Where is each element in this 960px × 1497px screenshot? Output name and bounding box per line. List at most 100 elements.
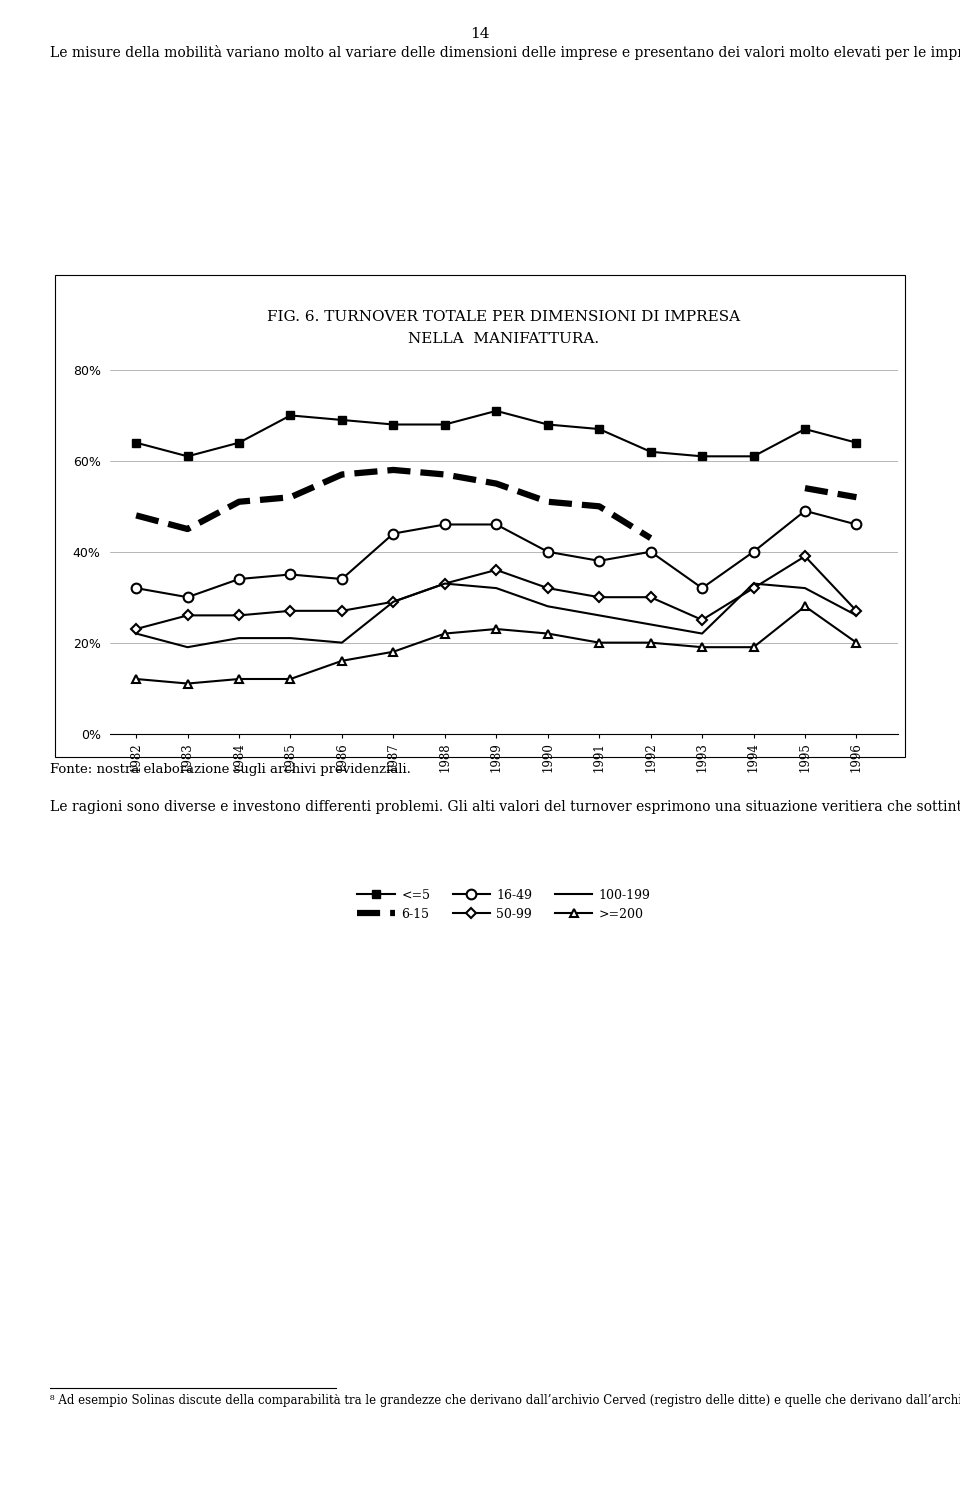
16-49: [491, 515, 502, 533]
6-15: [645, 528, 657, 546]
100-199: [439, 575, 450, 593]
>=200: [336, 651, 348, 669]
16-49: [388, 524, 399, 542]
>=200: [851, 633, 862, 651]
16-49: [285, 566, 297, 584]
100-199: [285, 629, 297, 647]
16-49: [800, 501, 811, 519]
>=200: [800, 597, 811, 615]
16-49: [542, 543, 554, 561]
>=200: [593, 633, 605, 651]
<=5: [748, 448, 759, 466]
16-49: [645, 543, 657, 561]
50-99: [131, 620, 142, 638]
Legend: <=5, 6-15, 16-49, 50-99, 100-199, >=200: <=5, 6-15, 16-49, 50-99, 100-199, >=200: [352, 883, 656, 925]
>=200: [181, 675, 193, 693]
>=200: [131, 671, 142, 689]
<=5: [336, 412, 348, 430]
16-49: [336, 570, 348, 588]
<=5: [800, 421, 811, 439]
50-99: [800, 548, 811, 566]
>=200: [439, 624, 450, 642]
<=5: [439, 416, 450, 434]
50-99: [593, 588, 605, 606]
6-15: [542, 493, 554, 510]
>=200: [696, 638, 708, 656]
50-99: [696, 611, 708, 629]
<=5: [233, 434, 245, 452]
Line: 50-99: 50-99: [132, 552, 860, 633]
6-15: [439, 466, 450, 484]
50-99: [748, 579, 759, 597]
50-99: [491, 561, 502, 579]
>=200: [233, 671, 245, 689]
100-199: [233, 629, 245, 647]
6-15: [285, 488, 297, 506]
16-49: [233, 570, 245, 588]
100-199: [645, 615, 657, 633]
<=5: [542, 416, 554, 434]
6-15: [233, 493, 245, 510]
16-49: [181, 588, 193, 606]
50-99: [542, 579, 554, 597]
>=200: [491, 620, 502, 638]
Line: <=5: <=5: [132, 407, 860, 460]
50-99: [181, 606, 193, 624]
16-49: [748, 543, 759, 561]
100-199: [181, 638, 193, 656]
<=5: [593, 421, 605, 439]
Text: 14: 14: [470, 27, 490, 40]
16-49: [851, 515, 862, 533]
100-199: [748, 575, 759, 593]
Text: Fonte: nostra elaborazione sugli archivi previdenziali.: Fonte: nostra elaborazione sugli archivi…: [50, 763, 411, 777]
Line: 100-199: 100-199: [136, 584, 856, 647]
100-199: [336, 633, 348, 651]
6-15: [593, 497, 605, 515]
50-99: [285, 602, 297, 620]
50-99: [388, 593, 399, 611]
Text: NELLA  MANIFATTURA.: NELLA MANIFATTURA.: [408, 332, 600, 346]
Line: 6-15: 6-15: [136, 470, 651, 537]
>=200: [388, 642, 399, 660]
50-99: [645, 588, 657, 606]
16-49: [131, 579, 142, 597]
50-99: [336, 602, 348, 620]
50-99: [233, 606, 245, 624]
>=200: [285, 671, 297, 689]
<=5: [388, 416, 399, 434]
100-199: [593, 606, 605, 624]
>=200: [748, 638, 759, 656]
<=5: [285, 406, 297, 425]
6-15: [491, 475, 502, 493]
6-15: [388, 461, 399, 479]
>=200: [542, 624, 554, 642]
Line: >=200: >=200: [132, 602, 860, 687]
16-49: [439, 515, 450, 533]
<=5: [131, 434, 142, 452]
100-199: [491, 579, 502, 597]
<=5: [491, 401, 502, 419]
Text: ⁸ Ad esempio Solinas discute della comparabilità tra le grandezze che derivano d: ⁸ Ad esempio Solinas discute della compa…: [50, 1394, 960, 1407]
<=5: [181, 448, 193, 466]
<=5: [696, 448, 708, 466]
100-199: [542, 597, 554, 615]
100-199: [388, 593, 399, 611]
100-199: [800, 579, 811, 597]
50-99: [851, 602, 862, 620]
100-199: [696, 624, 708, 642]
Text: Le misure della mobilità variano molto al variare delle dimensioni delle imprese: Le misure della mobilità variano molto a…: [50, 45, 960, 60]
16-49: [593, 552, 605, 570]
100-199: [131, 624, 142, 642]
6-15: [336, 466, 348, 484]
Line: 16-49: 16-49: [132, 506, 861, 602]
6-15: [181, 519, 193, 537]
>=200: [645, 633, 657, 651]
100-199: [851, 606, 862, 624]
16-49: [696, 579, 708, 597]
<=5: [851, 434, 862, 452]
Text: FIG. 6. TURNOVER TOTALE PER DIMENSIONI DI IMPRESA: FIG. 6. TURNOVER TOTALE PER DIMENSIONI D…: [268, 310, 740, 323]
Text: Le ragioni sono diverse e investono differenti problemi. Gli alti valori del tur: Le ragioni sono diverse e investono diff…: [50, 799, 960, 814]
6-15: [131, 506, 142, 524]
50-99: [439, 575, 450, 593]
<=5: [645, 443, 657, 461]
